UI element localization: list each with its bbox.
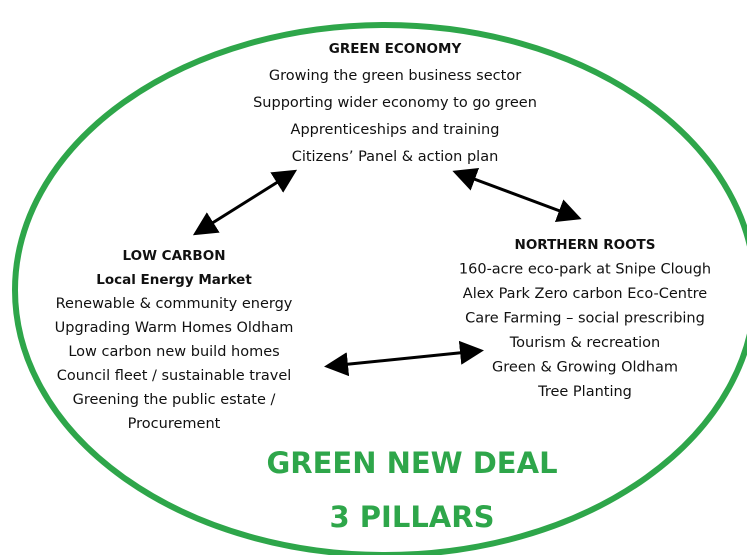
section-line: 160-acre eco-park at Snipe Clough — [459, 262, 711, 278]
section-line: Citizens’ Panel & action plan — [292, 149, 499, 165]
arrow — [192, 169, 298, 236]
section-line: Low carbon new build homes — [68, 344, 279, 360]
section-line: Tourism & recreation — [509, 335, 660, 351]
section-line: Care Farming – social prescribing — [465, 311, 705, 327]
section-title: GREEN ECONOMY — [329, 41, 462, 57]
section-line: Upgrading Warm Homes Oldham — [55, 320, 294, 336]
section-title: Local Energy Market — [96, 272, 252, 288]
section-line: Renewable & community energy — [56, 296, 293, 312]
section-title: NORTHERN ROOTS — [515, 237, 656, 253]
section-title: LOW CARBON — [122, 248, 225, 264]
section-line: Procurement — [128, 416, 221, 432]
section-line: Greening the public estate / — [73, 392, 276, 408]
arrow — [324, 340, 484, 377]
center-title: GREEN NEW DEAL — [266, 446, 557, 480]
arrow — [452, 168, 582, 222]
section-line: Growing the green business sector — [269, 68, 521, 84]
section-line: Alex Park Zero carbon Eco-Centre — [463, 286, 707, 302]
section-line: Green & Growing Oldham — [492, 360, 678, 376]
section-line: Supporting wider economy to go green — [253, 95, 537, 111]
section-line: Tree Planting — [537, 384, 632, 400]
section-line: Council fleet / sustainable travel — [57, 368, 292, 384]
center-title: 3 PILLARS — [330, 500, 495, 534]
section-line: Apprenticeships and training — [291, 122, 500, 138]
